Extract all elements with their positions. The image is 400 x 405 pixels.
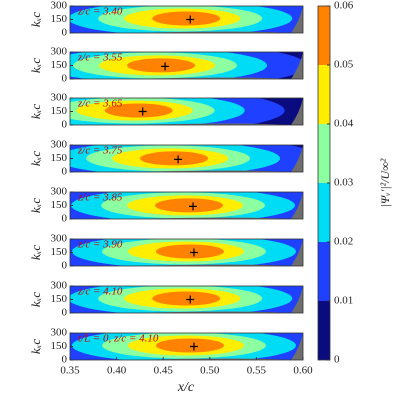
mask xyxy=(291,286,303,313)
colorbar-tick-label: 0.01 xyxy=(334,295,353,307)
panel-label: z/c = 3.40 xyxy=(77,6,123,18)
panel-label: z/c = 3.85 xyxy=(77,192,123,204)
y-tick-label: 150 xyxy=(51,293,68,305)
y-tick-label: 0 xyxy=(62,213,68,225)
mask xyxy=(291,145,303,172)
x-tick-label: 0.35 xyxy=(60,365,80,377)
y-tick-label: 0 xyxy=(62,27,68,39)
panel xyxy=(70,286,303,313)
y-tick-label: 150 xyxy=(51,105,68,117)
y-tick-label: 300 xyxy=(51,0,68,12)
y-axis-label: kₓc xyxy=(28,58,43,73)
peak-marker xyxy=(174,155,183,164)
y-tick-label: 150 xyxy=(51,13,68,25)
y-tick-label: 150 xyxy=(51,340,68,352)
panel xyxy=(70,333,303,360)
contour-level xyxy=(104,103,173,118)
colorbar-band xyxy=(318,242,330,301)
contour-level xyxy=(155,244,224,259)
contour-level xyxy=(152,291,221,306)
peak-marker xyxy=(161,62,170,71)
y-tick-label: 300 xyxy=(51,327,68,339)
x-tick-label: 0.40 xyxy=(107,365,127,377)
colorbar-band xyxy=(318,124,330,183)
y-tick-label: 0 xyxy=(62,307,68,319)
peak-marker xyxy=(189,202,198,211)
y-tick-label: 300 xyxy=(51,186,68,198)
colorbar-tick-label: 0 xyxy=(334,354,340,366)
y-tick-label: 0 xyxy=(62,260,68,272)
contour-level xyxy=(155,338,224,353)
y-tick-label: 300 xyxy=(51,233,68,245)
colorbar-tick-label: 0.04 xyxy=(334,118,354,130)
mask xyxy=(291,6,303,33)
colorbar-band xyxy=(318,65,330,124)
peak-marker xyxy=(186,295,195,304)
contour-level xyxy=(140,151,209,166)
contour-level xyxy=(152,11,221,26)
panel xyxy=(70,98,303,125)
panel-label: z/c = 3.90 xyxy=(77,239,123,251)
y-axis-label: kₓc xyxy=(28,104,43,119)
y-tick-label: 0 xyxy=(62,166,68,178)
mask xyxy=(291,52,303,79)
mask xyxy=(291,239,303,266)
panel xyxy=(70,145,303,172)
y-tick-label: 150 xyxy=(51,59,68,71)
peak-marker xyxy=(138,107,147,116)
mask xyxy=(291,333,303,360)
y-tick-label: 300 xyxy=(51,46,68,58)
peak-marker xyxy=(189,342,198,351)
y-tick-label: 300 xyxy=(51,139,68,151)
y-tick-label: 300 xyxy=(51,280,68,292)
colorbar-tick-label: 0.06 xyxy=(334,0,354,12)
colorbar-band xyxy=(318,183,330,242)
colorbar-label: |Ψᵥ′|²/U∞² xyxy=(378,158,392,207)
x-tick-label: 0.60 xyxy=(293,365,313,377)
panel xyxy=(70,192,303,219)
contour-level xyxy=(155,198,224,213)
y-tick-label: 150 xyxy=(51,246,68,258)
y-tick-label: 300 xyxy=(51,92,68,104)
y-axis-label: kₓc xyxy=(28,292,43,307)
y-axis-label: kₓc xyxy=(28,151,43,166)
y-tick-label: 150 xyxy=(51,152,68,164)
x-tick-label: 0.45 xyxy=(154,365,174,377)
mask xyxy=(291,98,303,125)
peak-marker xyxy=(186,15,195,24)
y-axis-label: kₓc xyxy=(28,245,43,260)
panel-label: t/L = 0, z/c = 4.10 xyxy=(78,333,159,345)
panel-label: z/c = 3.65 xyxy=(77,98,123,110)
panel xyxy=(70,239,303,266)
panel xyxy=(70,52,303,79)
x-tick-label: 0.50 xyxy=(200,365,220,377)
y-tick-label: 0 xyxy=(62,119,68,131)
colorbar-tick-label: 0.05 xyxy=(334,59,354,71)
peak-marker xyxy=(189,248,198,257)
x-axis-label: x/c xyxy=(177,380,195,395)
y-axis-label: kₓc xyxy=(28,198,43,213)
colorbar-band xyxy=(318,6,330,65)
colorbar-tick-label: 0.02 xyxy=(334,236,353,248)
colorbar-tick-label: 0.03 xyxy=(334,177,354,189)
y-tick-label: 0 xyxy=(62,354,68,366)
y-tick-label: 150 xyxy=(51,199,68,211)
panel-label: z/c = 3.75 xyxy=(77,145,123,157)
y-tick-label: 0 xyxy=(62,73,68,85)
colorbar-band xyxy=(318,301,330,360)
y-axis-label: kₓc xyxy=(28,12,43,27)
y-axis-label: kₓc xyxy=(28,339,43,354)
mask xyxy=(291,192,303,219)
panel-label: z/c = 3.55 xyxy=(77,52,123,64)
panel-label: z/c = 4.10 xyxy=(77,286,123,298)
contour-level xyxy=(127,58,196,73)
x-tick-label: 0.55 xyxy=(247,365,267,377)
